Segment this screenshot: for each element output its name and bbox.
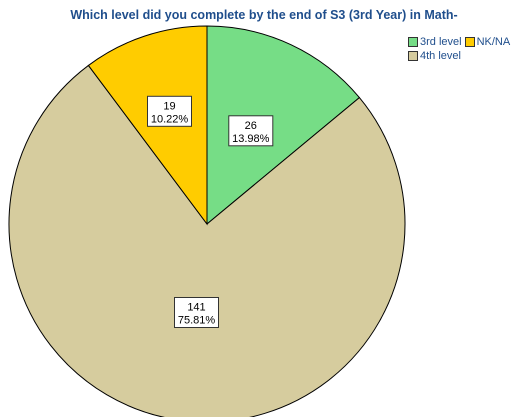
- legend-row-1: 3rd level NK/NA: [408, 35, 513, 49]
- pie-slice-3rd-level: [206, 25, 361, 226]
- pie-label-count: 26: [245, 120, 257, 132]
- pie-label-box: [147, 95, 192, 127]
- chart-title: Which level did you complete by the end …: [70, 8, 458, 22]
- pie-label-percent: 10.22%: [151, 113, 189, 125]
- legend-label-3rd-level: 3rd level: [420, 36, 462, 48]
- pie-label-count: 19: [163, 100, 175, 112]
- pie-label-percent: 13.98%: [232, 133, 270, 145]
- pie-label-count: 141: [187, 302, 205, 314]
- legend-item-3rd-level: 3rd level: [408, 36, 462, 48]
- legend-row-2: 4th level: [408, 49, 513, 63]
- legend-swatch-4th-level: [408, 51, 418, 61]
- legend: 3rd level NK/NA 4th level: [408, 35, 513, 63]
- legend-item-4th-level: 4th level: [408, 50, 461, 62]
- legend-item-nk-na: NK/NA: [464, 36, 511, 48]
- pie-label-box: [228, 115, 274, 147]
- legend-swatch-3rd-level: [408, 37, 418, 47]
- legend-label-nk-na: NK/NA: [476, 36, 511, 48]
- legend-swatch-nk-na: [464, 37, 475, 47]
- pie-label-percent: 75.81%: [178, 315, 216, 327]
- pie-slice-4th-level: [8, 64, 406, 417]
- pie-label-box: [174, 297, 219, 328]
- legend-label-4th-level: 4th level: [420, 50, 461, 62]
